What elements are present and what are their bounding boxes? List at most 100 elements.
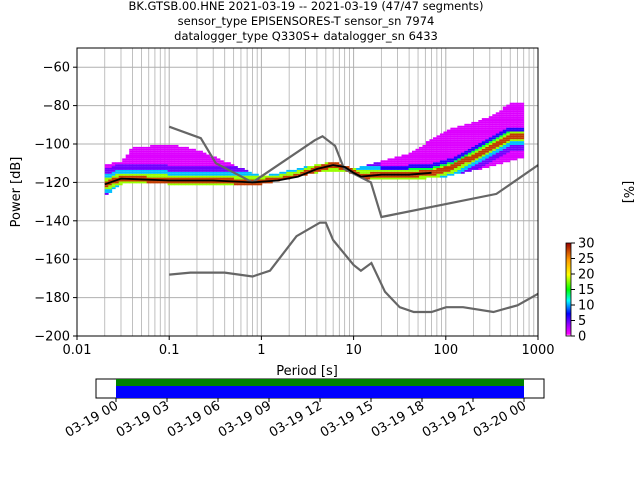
heatmap-cell <box>446 154 451 157</box>
heatmap-cell <box>206 168 210 170</box>
heatmap-cell <box>474 154 479 157</box>
heatmap-cell <box>181 177 186 180</box>
heatmap-cell <box>418 166 423 168</box>
heatmap-cell <box>132 181 137 184</box>
heatmap-cell <box>509 158 514 161</box>
heatmap-cell <box>471 123 476 126</box>
heatmap-cell <box>411 158 416 161</box>
heatmap-cell <box>443 148 448 151</box>
x-tick-label: 1 <box>257 343 265 358</box>
title-line-3: datalogger_type Q330S+ datalogger_sn 643… <box>174 29 438 43</box>
heatmap-cell <box>418 160 423 163</box>
heatmap-cell <box>178 166 182 168</box>
heatmap-cell <box>380 177 385 180</box>
heatmap-cell <box>467 137 472 140</box>
heatmap-cell <box>223 177 228 180</box>
heatmap-cell <box>471 141 476 144</box>
heatmap-cell <box>171 158 175 161</box>
heatmap-cell <box>495 143 500 145</box>
heatmap-cell <box>439 154 444 157</box>
heatmap-cell <box>450 171 455 174</box>
x-tick-label: 0.1 <box>159 343 180 358</box>
heatmap-cell <box>160 166 165 168</box>
heatmap-cell <box>157 169 162 172</box>
heatmap-cell <box>202 181 207 184</box>
heatmap-cell <box>153 168 158 170</box>
heatmap-cell <box>233 175 238 178</box>
heatmap-cell <box>139 168 144 170</box>
heatmap-cell <box>495 114 500 117</box>
heatmap-cell <box>432 152 437 155</box>
heatmap-cell <box>237 169 242 172</box>
heatmap-cell <box>223 164 228 167</box>
heatmap-cell <box>160 160 165 163</box>
heatmap-cell <box>506 156 511 159</box>
heatmap-cell <box>506 131 511 134</box>
heatmap-cell <box>108 166 113 168</box>
heatmap-cell <box>499 158 504 161</box>
heatmap-cell <box>174 164 179 167</box>
heatmap-cell <box>289 175 294 178</box>
heatmap-cell <box>481 148 486 151</box>
heatmap-cell <box>181 160 186 163</box>
heatmap-cell <box>481 158 486 161</box>
heatmap-cell <box>150 160 155 163</box>
heatmap-cell <box>457 156 462 159</box>
heatmap-cell <box>520 146 525 149</box>
heatmap-cell <box>474 148 479 151</box>
heatmap-cell <box>345 166 350 168</box>
heatmap-cell <box>188 148 193 151</box>
heatmap-cell <box>167 160 172 163</box>
colorbar-tick-label: 5 <box>578 314 586 329</box>
heatmap-cell <box>160 154 165 157</box>
heatmap-cell <box>171 169 175 172</box>
heatmap-cell <box>429 144 434 147</box>
heatmap-cell <box>401 160 406 163</box>
heatmap-cell <box>230 166 235 168</box>
heatmap-cell <box>443 173 448 176</box>
heatmap-cell <box>450 137 455 140</box>
heatmap-cell <box>474 144 479 147</box>
heatmap-cell <box>192 183 196 186</box>
heatmap-cell <box>499 118 504 120</box>
heatmap-cell <box>446 173 451 176</box>
heatmap-cell <box>384 164 388 167</box>
heatmap-cell <box>492 150 497 153</box>
heatmap-cell <box>509 106 514 109</box>
heatmap-cell <box>125 171 130 174</box>
heatmap-cell <box>418 168 423 170</box>
heatmap-cell <box>425 175 430 178</box>
heatmap-cell <box>398 162 402 165</box>
heatmap-cell <box>272 173 277 176</box>
heatmap-cell <box>118 166 123 168</box>
heatmap-cell <box>202 158 207 161</box>
heatmap-cell <box>275 173 280 176</box>
heatmap-cell <box>160 177 165 180</box>
heatmap-cell <box>478 137 483 140</box>
heatmap-cell <box>502 114 507 117</box>
heatmap-cell <box>405 171 409 174</box>
heatmap-cell <box>460 171 465 174</box>
heatmap-cell <box>377 168 381 170</box>
heatmap-cell <box>429 162 434 165</box>
heatmap-cell <box>377 171 381 174</box>
x-tick-label: 0.01 <box>63 343 92 358</box>
heatmap-cell <box>111 183 116 186</box>
heatmap-cell <box>391 177 395 180</box>
colorbar-tick-label: 0 <box>578 330 586 345</box>
heatmap-cell <box>478 141 483 144</box>
heatmap-cell <box>223 175 228 178</box>
heatmap-cell <box>436 169 441 172</box>
heatmap-cell <box>499 127 504 130</box>
heatmap-cell <box>296 173 301 176</box>
heatmap-cell <box>293 171 298 174</box>
heatmap-cell <box>509 131 514 134</box>
heatmap-cell <box>115 177 120 180</box>
heatmap-cell <box>411 160 416 163</box>
heatmap-cell <box>380 175 385 178</box>
heatmap-cell <box>202 160 207 163</box>
heatmap-cell <box>478 121 483 124</box>
heatmap-cell <box>192 166 196 168</box>
heatmap-cell <box>439 135 444 138</box>
